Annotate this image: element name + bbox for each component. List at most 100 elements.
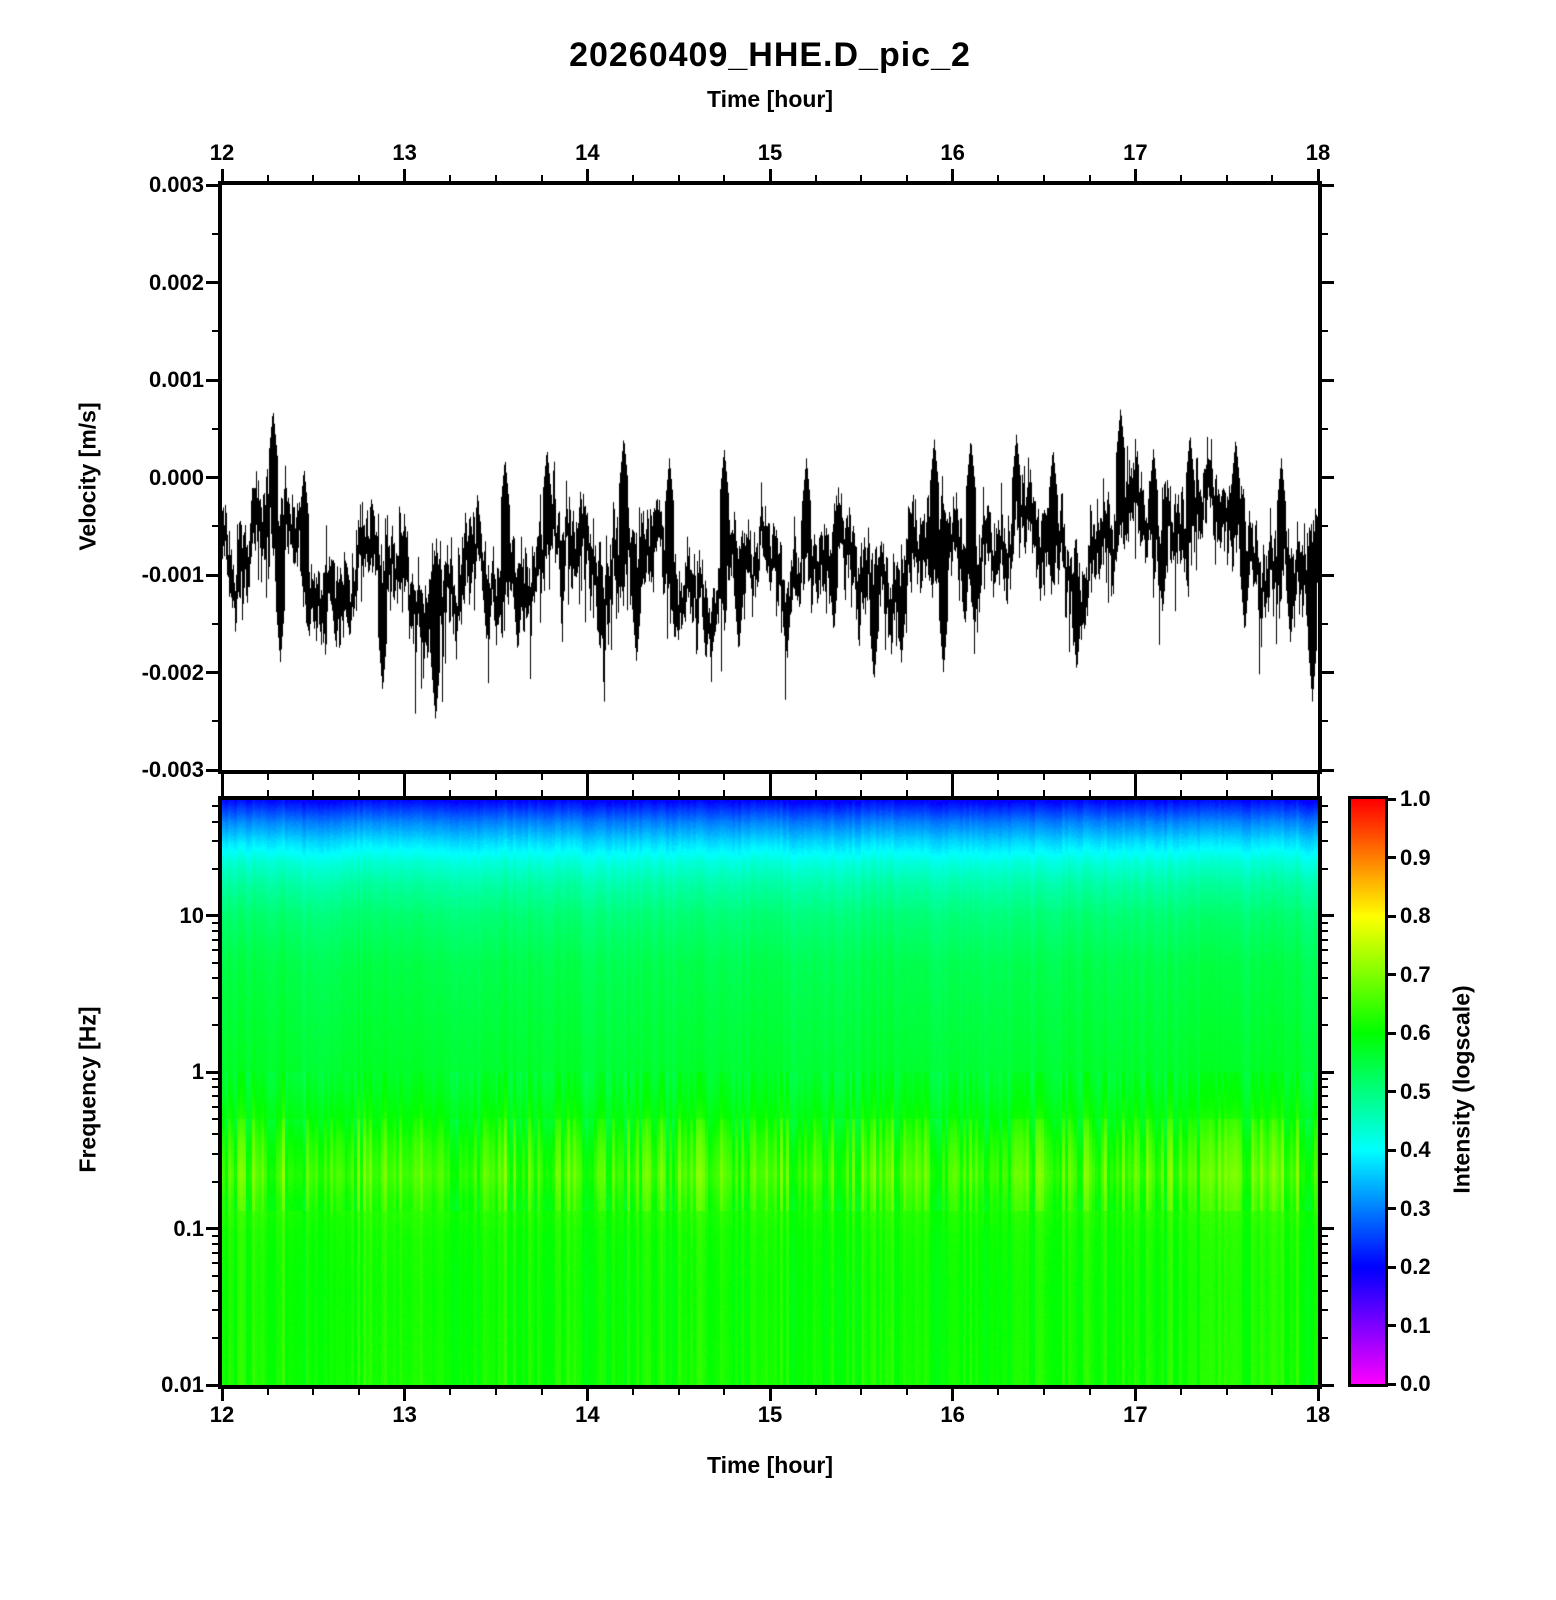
freq-minor-tick — [212, 805, 218, 808]
freq-minor-tick — [1322, 921, 1328, 924]
colorbar-tick — [1388, 1031, 1396, 1035]
x-tick — [951, 1389, 955, 1401]
x-tick — [723, 175, 726, 181]
x-tick — [495, 175, 497, 181]
x-tick — [495, 774, 497, 780]
frequency-tick-label: 10 — [179, 902, 204, 928]
colorbar-tick-label: 0.6 — [1400, 1020, 1431, 1045]
x-tick — [220, 169, 224, 181]
x-tick — [997, 1389, 1000, 1395]
x-tick — [358, 790, 360, 796]
x-tick — [449, 774, 452, 780]
x-tick — [449, 1389, 452, 1395]
freq-minor-tick — [212, 1274, 218, 1277]
x-tick-label-top: 14 — [575, 140, 600, 165]
x-tick — [540, 1389, 543, 1395]
x-tick — [1271, 774, 1274, 780]
colorbar-tick-label: 0.2 — [1400, 1254, 1431, 1279]
freq-minor-tick — [1322, 820, 1328, 823]
freq-minor-tick — [212, 977, 218, 980]
x-tick — [723, 774, 726, 780]
freq-minor-tick — [212, 1095, 218, 1098]
freq-minor-tick — [1322, 1336, 1328, 1339]
freq-minor-tick — [1322, 949, 1328, 952]
velocity-tick-label: 0.002 — [148, 269, 204, 295]
colorbar-tick — [1388, 1148, 1396, 1152]
x-tick — [585, 784, 589, 796]
x-tick-label-bottom: 17 — [1123, 1402, 1148, 1427]
freq-minor-tick — [212, 1086, 218, 1089]
freq-minor-tick — [1322, 1289, 1328, 1292]
freq-minor-tick — [1322, 805, 1328, 808]
x-tick — [814, 790, 817, 796]
freq-minor-tick — [212, 929, 218, 932]
x-tick — [1180, 790, 1182, 796]
x-tick — [266, 790, 269, 796]
freq-minor-tick — [1322, 1078, 1328, 1081]
y-tick — [206, 378, 218, 382]
y-tick — [1322, 183, 1334, 187]
freq-tick — [1322, 1227, 1334, 1231]
freq-minor-tick — [1322, 1309, 1328, 1312]
freq-minor-tick — [212, 1152, 218, 1155]
x-tick — [860, 790, 863, 796]
x-tick — [220, 784, 224, 796]
freq-minor-tick — [1322, 1095, 1328, 1098]
freq-minor-tick — [1322, 1086, 1328, 1089]
y-tick — [206, 281, 218, 284]
colorbar-tick — [1388, 973, 1396, 976]
y-tick — [1322, 622, 1328, 625]
x-tick — [312, 790, 315, 796]
freq-minor-tick — [1322, 1234, 1328, 1237]
freq-minor-tick — [1322, 1152, 1328, 1155]
freq-minor-tick — [212, 1024, 218, 1027]
freq-minor-tick — [212, 961, 218, 964]
x-tick-label-bottom: 13 — [392, 1402, 417, 1427]
velocity-tick-label: 0.001 — [148, 367, 204, 392]
x-tick — [1316, 784, 1320, 796]
x-tick-label-top: 17 — [1123, 140, 1148, 165]
x-tick — [1316, 774, 1320, 786]
y-tick — [1322, 330, 1328, 333]
y-tick — [206, 573, 218, 577]
y-tick — [1322, 476, 1334, 479]
spectrogram-canvas — [222, 800, 1318, 1385]
colorbar-tick — [1388, 1265, 1396, 1269]
x-tick — [1088, 1389, 1091, 1395]
x-tick — [1225, 774, 1228, 780]
x-tick — [1271, 1389, 1274, 1395]
freq-minor-tick — [212, 840, 218, 843]
x-tick — [358, 1389, 360, 1395]
x-tick — [677, 790, 680, 796]
freq-tick — [206, 1070, 218, 1074]
x-tick — [997, 774, 1000, 780]
colorbar-tick — [1388, 1324, 1396, 1327]
x-tick — [1043, 175, 1045, 181]
x-tick — [403, 169, 407, 181]
x-tick — [632, 1389, 634, 1395]
x-tick — [860, 1389, 863, 1395]
y-tick — [1322, 525, 1328, 528]
x-tick-label-top: 16 — [940, 140, 965, 165]
x-tick-label-bottom: 12 — [209, 1402, 235, 1427]
y-tick — [212, 232, 218, 235]
freq-minor-tick — [1322, 1180, 1328, 1183]
x-tick — [1133, 169, 1137, 181]
freq-minor-tick — [1322, 1133, 1328, 1136]
x-tick — [449, 175, 452, 181]
x-tick — [951, 774, 955, 786]
x-tick — [449, 790, 452, 796]
freq-minor-tick — [1322, 1105, 1328, 1108]
y-tick — [1322, 768, 1334, 772]
colorbar-tick-label: 0.8 — [1400, 903, 1431, 928]
velocity-tick-label: -0.003 — [141, 757, 204, 782]
y-tick — [212, 330, 218, 333]
freq-minor-tick — [1322, 961, 1328, 964]
y-tick — [1322, 281, 1334, 284]
x-tick — [723, 1389, 726, 1395]
x-tick — [540, 175, 543, 181]
x-tick — [220, 774, 224, 786]
top-time-axis-title: Time [hour] — [706, 86, 834, 112]
x-tick — [358, 175, 360, 181]
